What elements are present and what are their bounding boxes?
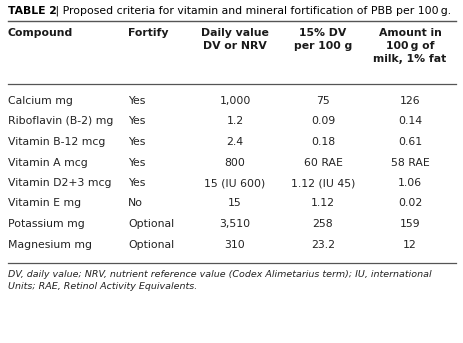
Text: 310: 310	[224, 239, 245, 249]
Text: Optional: Optional	[128, 219, 174, 229]
Text: 1.12 (IU 45): 1.12 (IU 45)	[290, 178, 354, 188]
Text: Yes: Yes	[128, 137, 145, 147]
Text: Yes: Yes	[128, 157, 145, 167]
Text: 3,510: 3,510	[219, 219, 250, 229]
Text: 2.4: 2.4	[226, 137, 243, 147]
Text: 15: 15	[228, 199, 241, 209]
Text: Amount in
100 g of
milk, 1% fat: Amount in 100 g of milk, 1% fat	[373, 28, 446, 63]
Text: 126: 126	[399, 96, 419, 106]
Text: 12: 12	[402, 239, 416, 249]
Text: 75: 75	[315, 96, 329, 106]
Text: 800: 800	[224, 157, 245, 167]
Text: | Proposed criteria for vitamin and mineral fortification of PBB per 100 g.: | Proposed criteria for vitamin and mine…	[52, 6, 450, 16]
Text: Vitamin E mg: Vitamin E mg	[8, 199, 81, 209]
Text: 58 RAE: 58 RAE	[390, 157, 428, 167]
Text: TABLE 2: TABLE 2	[8, 6, 57, 16]
Text: Calcium mg: Calcium mg	[8, 96, 73, 106]
Text: Optional: Optional	[128, 239, 174, 249]
Text: Potassium mg: Potassium mg	[8, 219, 85, 229]
Text: Vitamin D2+3 mcg: Vitamin D2+3 mcg	[8, 178, 111, 188]
Text: 60 RAE: 60 RAE	[303, 157, 342, 167]
Text: No: No	[128, 199, 143, 209]
Text: Yes: Yes	[128, 96, 145, 106]
Text: 159: 159	[399, 219, 419, 229]
Text: 0.18: 0.18	[310, 137, 334, 147]
Text: Vitamin A mcg: Vitamin A mcg	[8, 157, 88, 167]
Text: 0.02: 0.02	[397, 199, 421, 209]
Text: Yes: Yes	[128, 178, 145, 188]
Text: Daily value
DV or NRV: Daily value DV or NRV	[200, 28, 269, 51]
Text: Compound: Compound	[8, 28, 73, 38]
Text: 1.2: 1.2	[226, 117, 243, 127]
Text: 258: 258	[312, 219, 332, 229]
Text: 1,000: 1,000	[219, 96, 250, 106]
Text: DV, daily value; NRV, nutrient reference value (Codex Alimetarius term); IU, int: DV, daily value; NRV, nutrient reference…	[8, 270, 431, 291]
Text: Riboflavin (B-2) mg: Riboflavin (B-2) mg	[8, 117, 113, 127]
Text: 15 (IU 600): 15 (IU 600)	[204, 178, 265, 188]
Text: 0.61: 0.61	[397, 137, 421, 147]
Text: 15% DV
per 100 g: 15% DV per 100 g	[293, 28, 351, 51]
Text: 0.09: 0.09	[310, 117, 334, 127]
Text: Magnesium mg: Magnesium mg	[8, 239, 92, 249]
Text: 23.2: 23.2	[310, 239, 334, 249]
Text: Fortify: Fortify	[128, 28, 168, 38]
Text: 1.12: 1.12	[310, 199, 334, 209]
Text: 0.14: 0.14	[397, 117, 421, 127]
Text: 1.06: 1.06	[397, 178, 421, 188]
Text: Yes: Yes	[128, 117, 145, 127]
Text: Vitamin B-12 mcg: Vitamin B-12 mcg	[8, 137, 105, 147]
